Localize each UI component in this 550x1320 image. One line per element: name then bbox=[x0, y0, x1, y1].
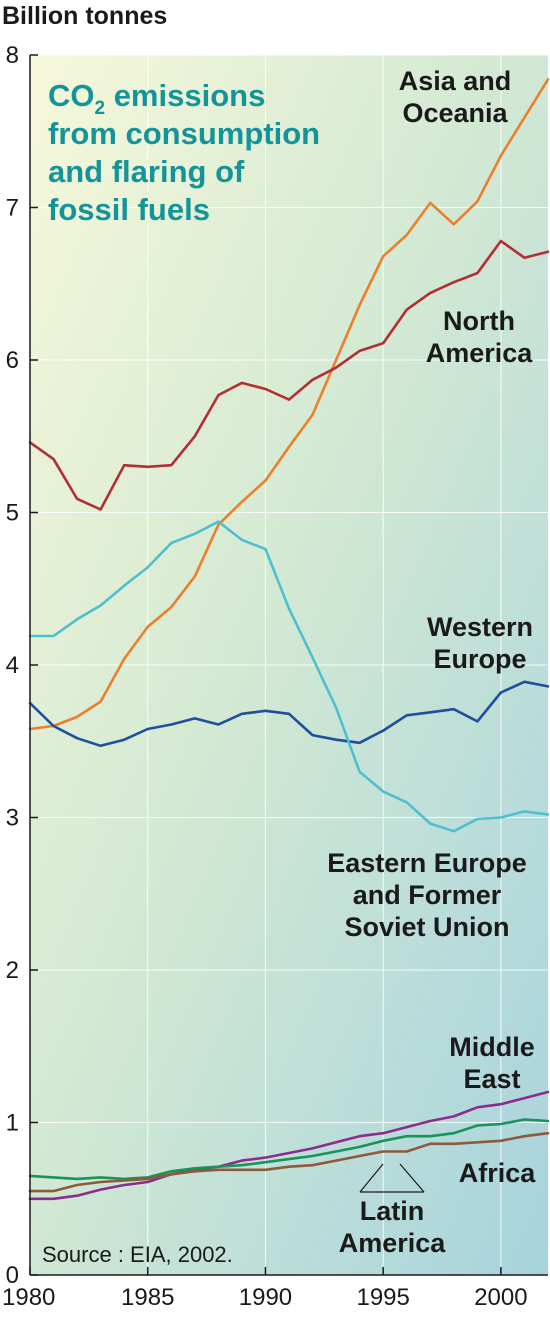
series-label-eastern-europe-line-3: Soviet Union bbox=[344, 912, 509, 942]
series-label-africa: Africa bbox=[459, 1158, 537, 1188]
series-line-2 bbox=[28, 680, 550, 748]
y-tick-labels: 0 1 2 3 4 5 6 7 8 bbox=[6, 42, 38, 1289]
series-label-north-america-line-1: North bbox=[443, 306, 515, 336]
y-tick-label: 8 bbox=[6, 42, 19, 69]
series-label-western-europe-line-1: Western bbox=[427, 612, 533, 642]
series-label-asia-line-1: Asia and bbox=[399, 66, 512, 96]
series-label-north-america-line-2: America bbox=[426, 338, 534, 368]
source-note: Source : EIA, 2002. bbox=[42, 1242, 233, 1267]
x-tick-label: 1995 bbox=[356, 1284, 409, 1311]
series-label-latin-america-line-1: Latin bbox=[360, 1196, 425, 1226]
y-axis-label: Billion tonnes bbox=[2, 2, 167, 30]
series-label-western-europe-line-2: Europe bbox=[433, 644, 526, 674]
series-line-6 bbox=[28, 1131, 550, 1193]
y-tick-label: 6 bbox=[6, 347, 19, 374]
y-tick-label: 0 bbox=[6, 1262, 19, 1289]
latin-america-leader-line-2 bbox=[399, 1163, 425, 1193]
series-label-eastern-europe-line-2: and Former bbox=[353, 880, 502, 910]
series-line-3 bbox=[28, 520, 550, 833]
chart-title-line-2: from consumption bbox=[48, 116, 320, 151]
y-tick-label: 3 bbox=[6, 805, 19, 832]
chart-title-line-3: and flaring of bbox=[48, 154, 245, 189]
series-label-middle-east-line-2: East bbox=[463, 1064, 520, 1094]
y-tick-label: 2 bbox=[6, 957, 19, 984]
x-tick-label: 1990 bbox=[239, 1284, 292, 1311]
y-tick-label: 4 bbox=[6, 652, 19, 679]
x-tick-label: 1985 bbox=[121, 1284, 174, 1311]
series-label-middle-east-line-1: Middle bbox=[449, 1032, 535, 1062]
chart-title-line-4: fossil fuels bbox=[48, 192, 210, 227]
y-tick-label: 1 bbox=[6, 1110, 19, 1137]
series-lines bbox=[28, 78, 550, 1201]
x-tick-labels: 1980 1985 1990 1995 2000 bbox=[2, 1267, 528, 1311]
series-label-eastern-europe-line-1: Eastern Europe bbox=[327, 848, 527, 878]
chart-title-line-1: CO2 emissions bbox=[48, 78, 265, 119]
x-tick-label: 1980 bbox=[2, 1284, 55, 1311]
latin-america-leader-line-1 bbox=[359, 1163, 384, 1193]
series-line-5 bbox=[28, 1118, 550, 1181]
series-label-asia-line-2: Oceania bbox=[402, 98, 508, 128]
series-line-0 bbox=[28, 78, 550, 731]
y-tick-label: 5 bbox=[6, 500, 19, 527]
x-tick-label: 2000 bbox=[474, 1284, 527, 1311]
y-tick-label: 7 bbox=[6, 195, 19, 222]
series-line-4 bbox=[28, 1090, 550, 1201]
series-label-latin-america-line-2: America bbox=[339, 1228, 447, 1258]
series-line-1 bbox=[28, 239, 550, 511]
